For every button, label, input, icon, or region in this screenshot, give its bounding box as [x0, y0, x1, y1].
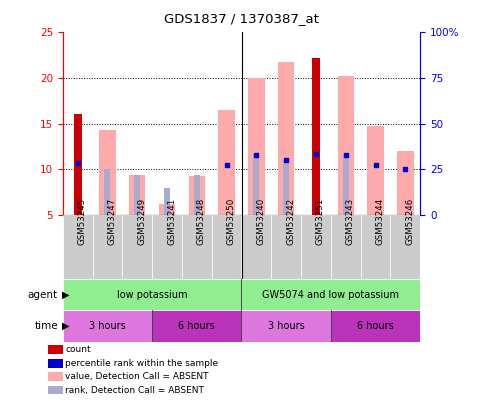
Bar: [122, 215, 152, 279]
Text: GSM53245: GSM53245: [78, 198, 86, 245]
Bar: [63, 279, 242, 310]
Text: agent: agent: [28, 290, 58, 300]
Text: rank, Detection Call = ABSENT: rank, Detection Call = ABSENT: [65, 386, 204, 394]
Bar: [338, 76, 354, 215]
Bar: [361, 215, 390, 279]
Text: GSM53249: GSM53249: [137, 198, 146, 245]
Text: GSM53243: GSM53243: [346, 198, 355, 245]
Bar: [331, 310, 420, 342]
Bar: [278, 62, 294, 215]
Bar: [164, 188, 170, 215]
Bar: [283, 160, 289, 215]
Bar: [301, 215, 331, 279]
Bar: [343, 156, 349, 215]
Bar: [368, 126, 384, 215]
Text: GSM53246: GSM53246: [405, 198, 414, 245]
Text: low potassium: low potassium: [117, 290, 187, 300]
Bar: [182, 215, 212, 279]
Bar: [104, 169, 111, 215]
Bar: [218, 110, 235, 215]
Bar: [271, 215, 301, 279]
Text: ▶: ▶: [62, 321, 70, 331]
Text: 3 hours: 3 hours: [89, 321, 126, 331]
Bar: [390, 215, 420, 279]
Text: ▶: ▶: [62, 290, 70, 300]
Bar: [248, 78, 265, 215]
Bar: [63, 215, 93, 279]
Text: GSM53250: GSM53250: [227, 198, 236, 245]
Bar: [73, 113, 82, 215]
Text: GW5074 and low potassium: GW5074 and low potassium: [262, 290, 399, 300]
Bar: [397, 151, 413, 215]
Bar: [242, 310, 331, 342]
Text: GSM53240: GSM53240: [256, 198, 265, 245]
Bar: [312, 58, 320, 215]
Bar: [93, 215, 122, 279]
Bar: [159, 204, 175, 215]
Text: 3 hours: 3 hours: [268, 321, 305, 331]
Bar: [194, 175, 200, 215]
Bar: [212, 215, 242, 279]
Bar: [99, 130, 115, 215]
Bar: [242, 215, 271, 279]
Text: GSM53248: GSM53248: [197, 198, 206, 245]
Text: GSM53247: GSM53247: [108, 198, 116, 245]
Text: 6 hours: 6 hours: [357, 321, 394, 331]
Bar: [152, 215, 182, 279]
Text: value, Detection Call = ABSENT: value, Detection Call = ABSENT: [65, 372, 209, 381]
Text: count: count: [65, 345, 91, 354]
Bar: [331, 215, 361, 279]
Bar: [189, 176, 205, 215]
Text: GSM53241: GSM53241: [167, 198, 176, 245]
Text: 6 hours: 6 hours: [178, 321, 215, 331]
Text: GDS1837 / 1370387_at: GDS1837 / 1370387_at: [164, 12, 319, 25]
Text: GSM53251: GSM53251: [316, 198, 325, 245]
Text: time: time: [34, 321, 58, 331]
Bar: [134, 175, 140, 215]
Bar: [242, 279, 420, 310]
Text: GSM53242: GSM53242: [286, 198, 295, 245]
Bar: [129, 175, 145, 215]
Bar: [63, 310, 152, 342]
Text: percentile rank within the sample: percentile rank within the sample: [65, 359, 218, 368]
Bar: [254, 156, 259, 215]
Text: GSM53244: GSM53244: [376, 198, 384, 245]
Bar: [152, 310, 242, 342]
